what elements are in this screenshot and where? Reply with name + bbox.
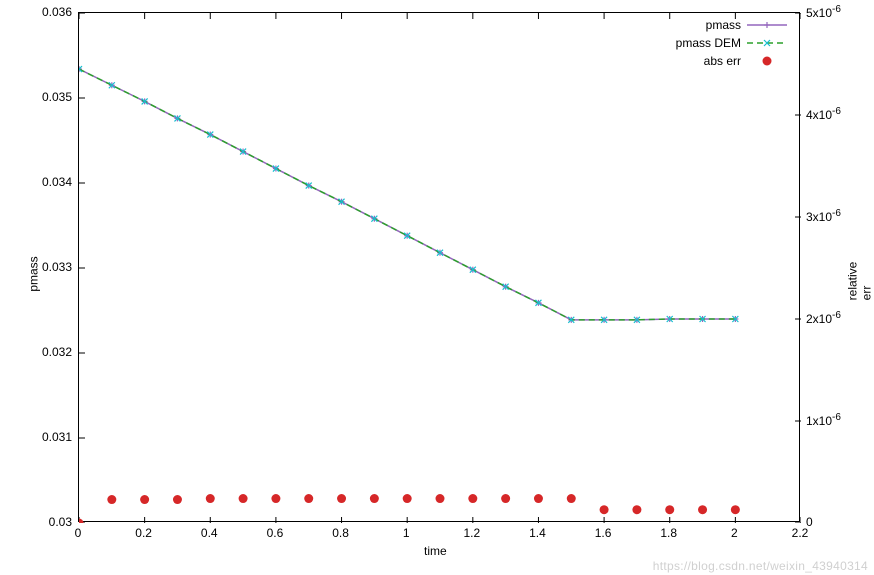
x-tick-label: 1 [403, 526, 410, 540]
legend-sample [747, 36, 787, 50]
x-tick-label: 0.2 [135, 526, 152, 540]
x-tick-label: 1.8 [660, 526, 677, 540]
x-tick-label: 1.6 [595, 526, 612, 540]
watermark: https://blog.csdn.net/weixin_43940314 [653, 559, 868, 573]
y-axis-right-label: relative err [845, 262, 873, 301]
legend-sample [747, 18, 787, 32]
x-tick-label: 0 [75, 526, 82, 540]
x-tick-label: 1.4 [529, 526, 546, 540]
y-right-tick-label: 2x10-6 [806, 310, 841, 326]
legend-sample [747, 54, 787, 68]
plot-svg [79, 13, 801, 523]
legend-entry: abs err [676, 53, 787, 69]
x-tick-label: 0.8 [332, 526, 349, 540]
y-left-tick-label: 0.036 [42, 5, 72, 19]
legend-label: abs err [704, 54, 741, 68]
legend-label: pmass [706, 18, 741, 32]
y-right-tick-label: 5x10-6 [806, 4, 841, 20]
y-right-tick-label: 3x10-6 [806, 208, 841, 224]
x-tick-label: 2 [731, 526, 738, 540]
x-tick-label: 0.6 [267, 526, 284, 540]
legend-entry: pmass [676, 17, 787, 33]
x-axis-label: time [424, 544, 447, 558]
y-axis-left-label: pmass [27, 256, 41, 291]
y-right-tick-label: 1x10-6 [806, 412, 841, 428]
y-left-tick-label: 0.034 [42, 175, 72, 189]
chart: pmass pmass DEM abs err [78, 12, 800, 522]
y-left-tick-label: 0.032 [42, 345, 72, 359]
legend-entry: pmass DEM [676, 35, 787, 51]
plot-area: pmass pmass DEM abs err [78, 12, 800, 522]
y-right-tick-label: 4x10-6 [806, 106, 841, 122]
y-left-tick-label: 0.03 [49, 515, 72, 529]
legend-label: pmass DEM [676, 36, 741, 50]
x-tick-label: 1.2 [463, 526, 480, 540]
y-left-tick-label: 0.031 [42, 430, 72, 444]
y-right-tick-label: 0 [806, 515, 813, 529]
legend: pmass pmass DEM abs err [676, 17, 787, 71]
x-tick-label: 0.4 [201, 526, 218, 540]
y-left-tick-label: 0.033 [42, 260, 72, 274]
y-left-tick-label: 0.035 [42, 90, 72, 104]
